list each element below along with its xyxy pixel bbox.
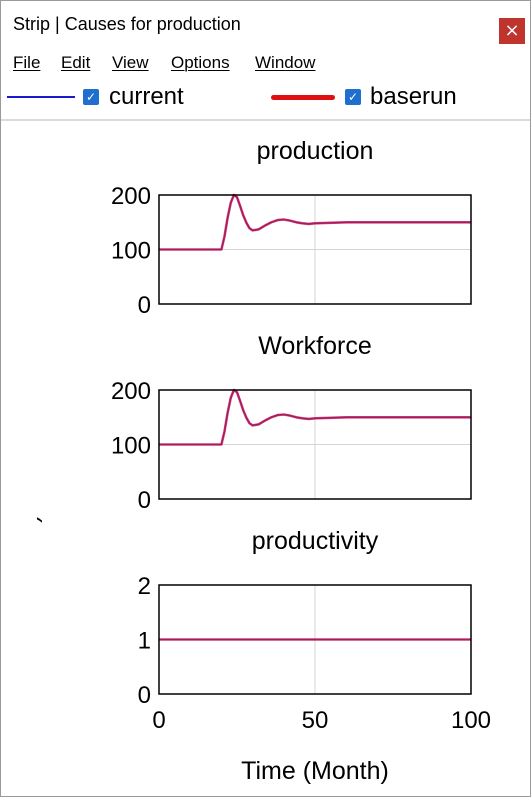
legend-label-baserun: baserun	[370, 83, 457, 110]
series-line-baserun	[159, 388, 471, 446]
y-tick-label: 100	[111, 238, 151, 265]
plot-frame	[158, 389, 472, 500]
divider	[1, 119, 530, 121]
plot-frame	[158, 194, 472, 305]
menu-options[interactable]: Options	[171, 53, 230, 72]
y-tick-label: 200	[111, 378, 151, 405]
close-button[interactable]: ×	[499, 18, 525, 44]
chart-title: Workforce	[258, 332, 371, 360]
legend-label-current: current	[109, 83, 184, 110]
legend-line-current	[7, 96, 75, 98]
close-icon: ×	[504, 20, 520, 41]
y-tick-label: 0	[138, 682, 151, 709]
menu-file[interactable]: File	[13, 53, 41, 72]
y-tick-label: 200	[111, 183, 151, 210]
menu-edit[interactable]: Edit	[61, 53, 91, 72]
chart-panel-3: productivity 0 1 2 Widget/(Month*Person) 0 50 1…	[16, 515, 491, 785]
checkmark-icon: ✓	[347, 90, 359, 104]
y-axis-label: Widget/Month	[16, 175, 43, 323]
series-line-baserun	[159, 193, 471, 251]
y-axis-label: Person	[16, 406, 43, 482]
chart-title: production	[257, 137, 374, 165]
chart-title: productivity	[252, 527, 379, 555]
current-checkbox[interactable]: ✓	[83, 89, 99, 105]
x-axis-label: Time (Month)	[241, 757, 389, 785]
y-tick-label: 0	[138, 487, 151, 514]
menu-window[interactable]: Window	[255, 53, 316, 72]
y-tick-label: 0	[138, 292, 151, 319]
baserun-checkbox[interactable]: ✓	[345, 89, 361, 105]
legend-line-baserun	[271, 95, 335, 100]
menu-bar: File Edit View Options Window	[1, 50, 530, 76]
y-tick-label: 100	[111, 433, 151, 460]
title-bar[interactable]: Strip | Causes for production ×	[1, 1, 530, 47]
legend: ✓ current ✓ baserun	[1, 77, 530, 119]
x-tick-label: 100	[451, 707, 491, 734]
window-title: Strip | Causes for production	[13, 14, 241, 34]
y-tick-label: 1	[138, 628, 151, 655]
x-tick-label: 0	[152, 707, 165, 734]
y-axis-label: Widget/(Month*Person)	[16, 515, 43, 764]
chart-panel-2: Workforce 0 100 200 Person	[16, 332, 472, 514]
menu-view[interactable]: View	[112, 53, 149, 72]
chart-panel-1: production 0 100 200 Widget/Month	[16, 137, 472, 323]
plot-frame	[158, 584, 472, 695]
checkmark-icon: ✓	[85, 90, 97, 104]
x-tick-label: 50	[302, 707, 329, 734]
y-tick-label: 2	[138, 573, 151, 600]
strip-charts: production0100200Widget/MonthWorkforce01…	[16, 137, 491, 785]
